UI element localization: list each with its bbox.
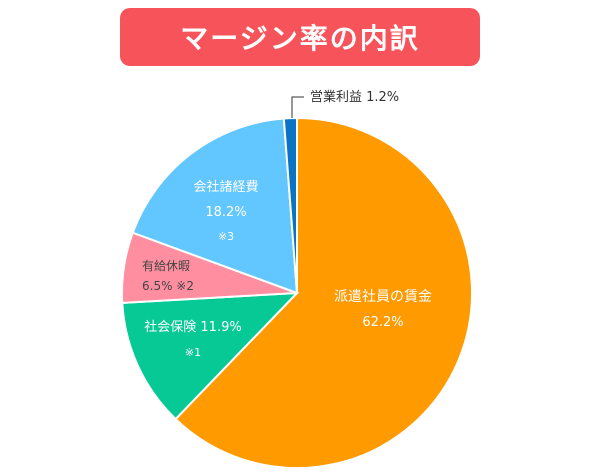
leave-name-label: 有給休暇 bbox=[142, 259, 190, 273]
slice-company-expenses bbox=[131, 117, 299, 295]
insurance-label: 社会保険 11.9% bbox=[144, 319, 241, 335]
expense-name-label: 会社諸経費 bbox=[193, 179, 258, 195]
wage-value-label: 62.2% bbox=[362, 315, 403, 330]
slice-social-insurance bbox=[121, 291, 300, 421]
slice-wage bbox=[174, 116, 473, 469]
profit-label: 営業利益 1.2% bbox=[310, 89, 399, 105]
expense-value-label: 18.2% bbox=[205, 205, 246, 220]
profit-leader-line bbox=[291, 96, 304, 118]
leave-value-label: 6.5% ※2 bbox=[142, 279, 194, 293]
slice-operating-profit bbox=[282, 116, 298, 294]
wage-name-label: 派遣社員の賃金 bbox=[334, 289, 432, 305]
chart-title: マージン率の内訳 bbox=[120, 8, 480, 66]
pie-slices bbox=[121, 116, 473, 469]
expense-note-label: ※3 bbox=[218, 230, 234, 243]
insurance-note-label: ※1 bbox=[185, 346, 201, 359]
